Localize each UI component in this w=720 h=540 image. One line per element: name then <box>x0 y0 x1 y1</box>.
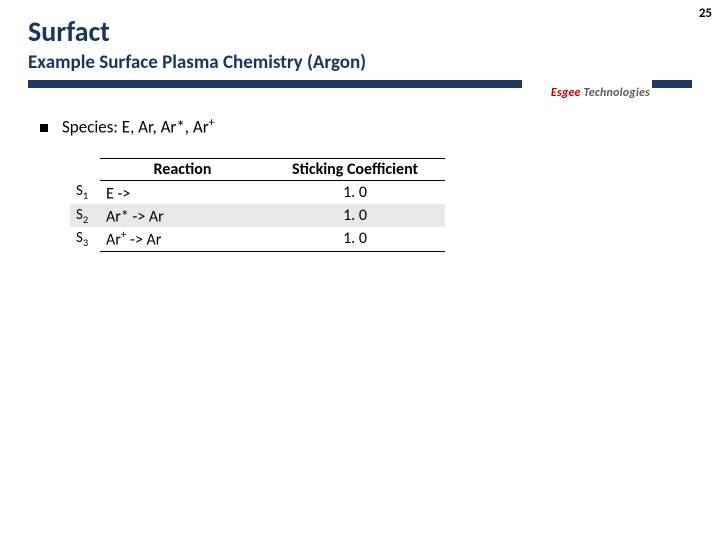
bullet-icon <box>40 124 48 132</box>
row-reaction: E -> <box>100 180 265 204</box>
slide-content: Surfact Example Surface Plasma Chemistry… <box>0 0 720 252</box>
species-line: Species: E, Ar, Ar*, Ar+ <box>40 116 692 138</box>
col-reaction-header: Reaction <box>100 158 265 180</box>
page-subtitle: Example Surface Plasma Chemistry (Argon) <box>28 51 692 74</box>
reactions-table: Reaction Sticking Coefficient S1 E -> 1.… <box>70 158 445 252</box>
table-row: S1 E -> 1. 0 <box>70 180 445 204</box>
row-id: S2 <box>70 204 100 227</box>
species-text: Species: E, Ar, Ar*, Ar+ <box>62 116 215 138</box>
row-sticking: 1. 0 <box>265 227 445 251</box>
row-id: S1 <box>70 180 100 204</box>
table-header-row: Reaction Sticking Coefficient <box>70 158 445 180</box>
row-id: S3 <box>70 227 100 251</box>
row-sticking: 1. 0 <box>265 204 445 227</box>
row-reaction: Ar* -> Ar <box>100 204 265 227</box>
table-row: S2 Ar* -> Ar 1. 0 <box>70 204 445 227</box>
row-reaction: Ar+ -> Ar <box>100 227 265 251</box>
row-sticking: 1. 0 <box>265 180 445 204</box>
page-title: Surfact <box>28 14 692 49</box>
page-number: 25 <box>699 6 712 21</box>
col-sticking-header: Sticking Coefficient <box>265 158 445 180</box>
table-row: S3 Ar+ -> Ar 1. 0 <box>70 227 445 251</box>
divider: Esgee Technologies <box>28 80 692 100</box>
brand-logo: Esgee Technologies <box>551 86 650 100</box>
